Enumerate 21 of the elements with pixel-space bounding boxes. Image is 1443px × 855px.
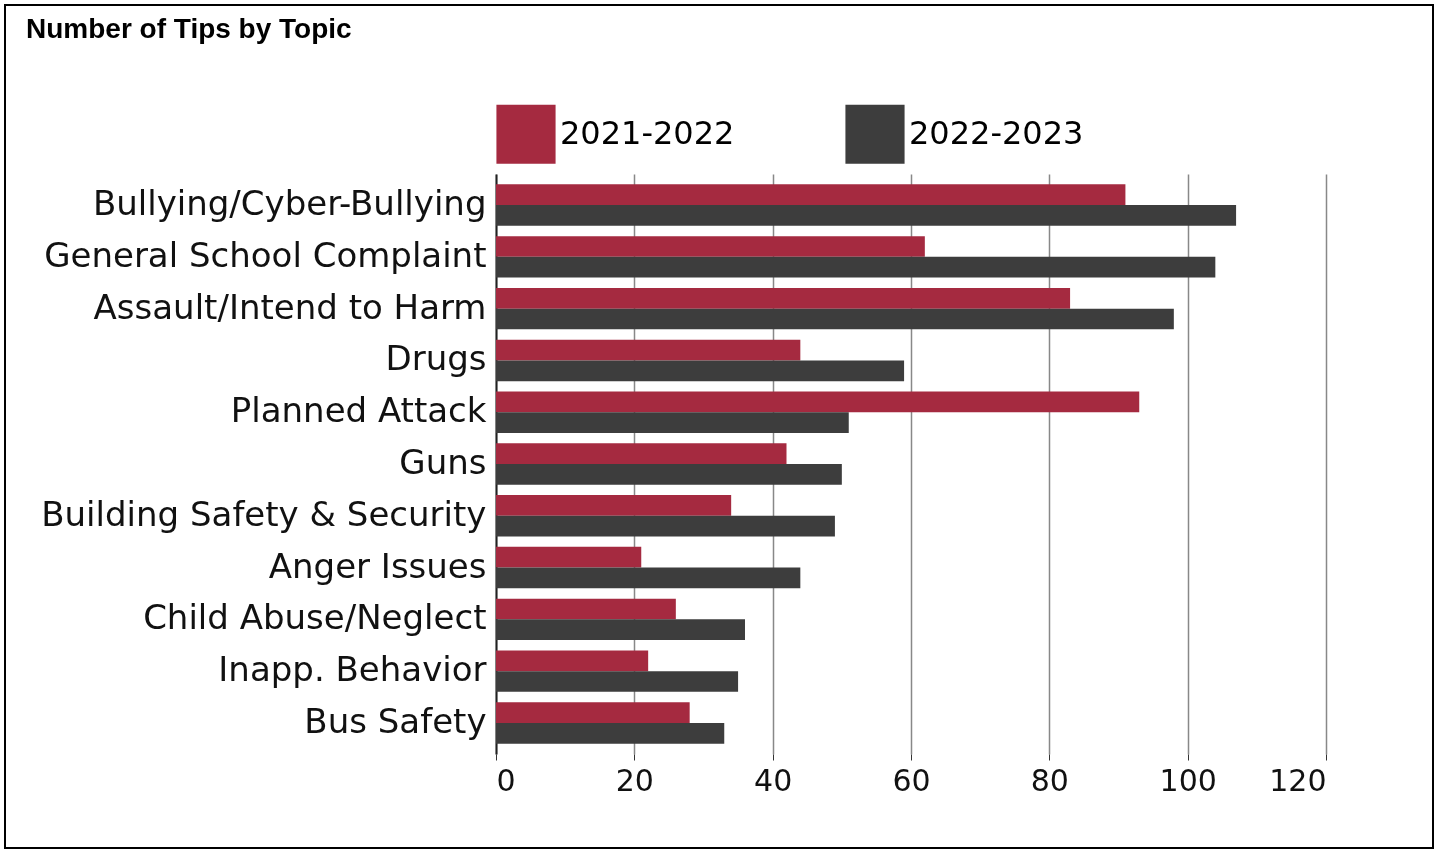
- x-tick-label: 80: [1030, 762, 1069, 798]
- y-tick-label: Drugs: [385, 338, 487, 379]
- legend-label: 2021-2022: [560, 114, 735, 153]
- legend-label: 2022-2023: [909, 114, 1084, 153]
- y-tick-label: Anger Issues: [268, 545, 487, 586]
- y-tick-label: General School Complaint: [44, 234, 487, 275]
- y-tick-label: Planned Attack: [230, 390, 487, 431]
- y-tick-label: Inapp. Behavior: [218, 649, 487, 690]
- x-tick-label: 120: [1269, 762, 1327, 798]
- x-tick-label: 60: [892, 762, 931, 798]
- y-tick-label: Bullying/Cyber-Bullying: [92, 183, 487, 224]
- x-tick-label: 40: [754, 762, 793, 798]
- y-tick-label: Bus Safety: [304, 700, 487, 741]
- y-tick-label: Guns: [399, 442, 487, 482]
- y-tick-label: Assault/Intend to Harm: [93, 286, 487, 327]
- x-tick-label: 20: [615, 762, 654, 798]
- text: Number of Tips by Topic: [26, 13, 352, 44]
- x-tick-label: 100: [1159, 762, 1217, 798]
- y-tick-label: Building Safety & Security: [41, 493, 487, 534]
- x-tick-label: 0: [496, 762, 516, 798]
- y-tick-label: Child Abuse/Neglect: [143, 597, 487, 638]
